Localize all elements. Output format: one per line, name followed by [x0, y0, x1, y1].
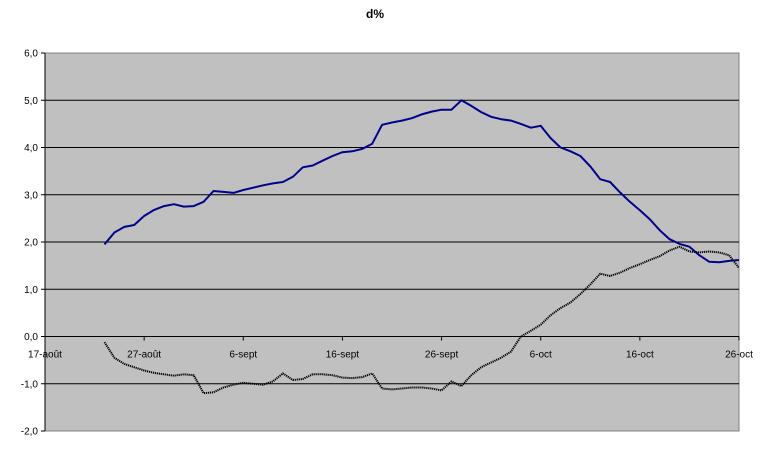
x-tick-label: 27-août — [127, 350, 161, 361]
series-line-1 — [103, 99, 740, 264]
x-axis-ticks: 17-août 27-août 6-sept 16-sept 26-sept 6-oct 1… — [28, 336, 753, 361]
x-tick-label: 16-sept — [326, 350, 360, 361]
y-tick-label: 6,0 — [24, 49, 38, 60]
series-layer — [103, 99, 740, 395]
x-tick-label: 26-oct — [725, 350, 753, 361]
x-tick-label: 6-sept — [229, 350, 257, 361]
x-tick-label: 17-août — [28, 350, 62, 361]
y-tick-label: 1,0 — [24, 285, 38, 296]
y-tick-label: 0,0 — [24, 332, 38, 343]
series-line-2 — [103, 245, 740, 395]
y-tick-label: 4,0 — [24, 143, 38, 154]
x-tick-label: 16-oct — [626, 350, 654, 361]
x-tick-label: 6-oct — [530, 350, 552, 361]
y-tick-label: -2,0 — [21, 427, 39, 438]
x-tick-label: 26-sept — [425, 350, 459, 361]
y-tick-label: 3,0 — [24, 190, 38, 201]
y-axis-ticks: -2,0 -1,0 0,0 1,0 2,0 3,0 4,0 5,0 6,0 — [21, 49, 45, 438]
y-tick-label: -1,0 — [21, 379, 39, 390]
chart-title: d% — [366, 7, 384, 21]
y-tick-label: 5,0 — [24, 96, 38, 107]
y-tick-label: 2,0 — [24, 238, 38, 249]
